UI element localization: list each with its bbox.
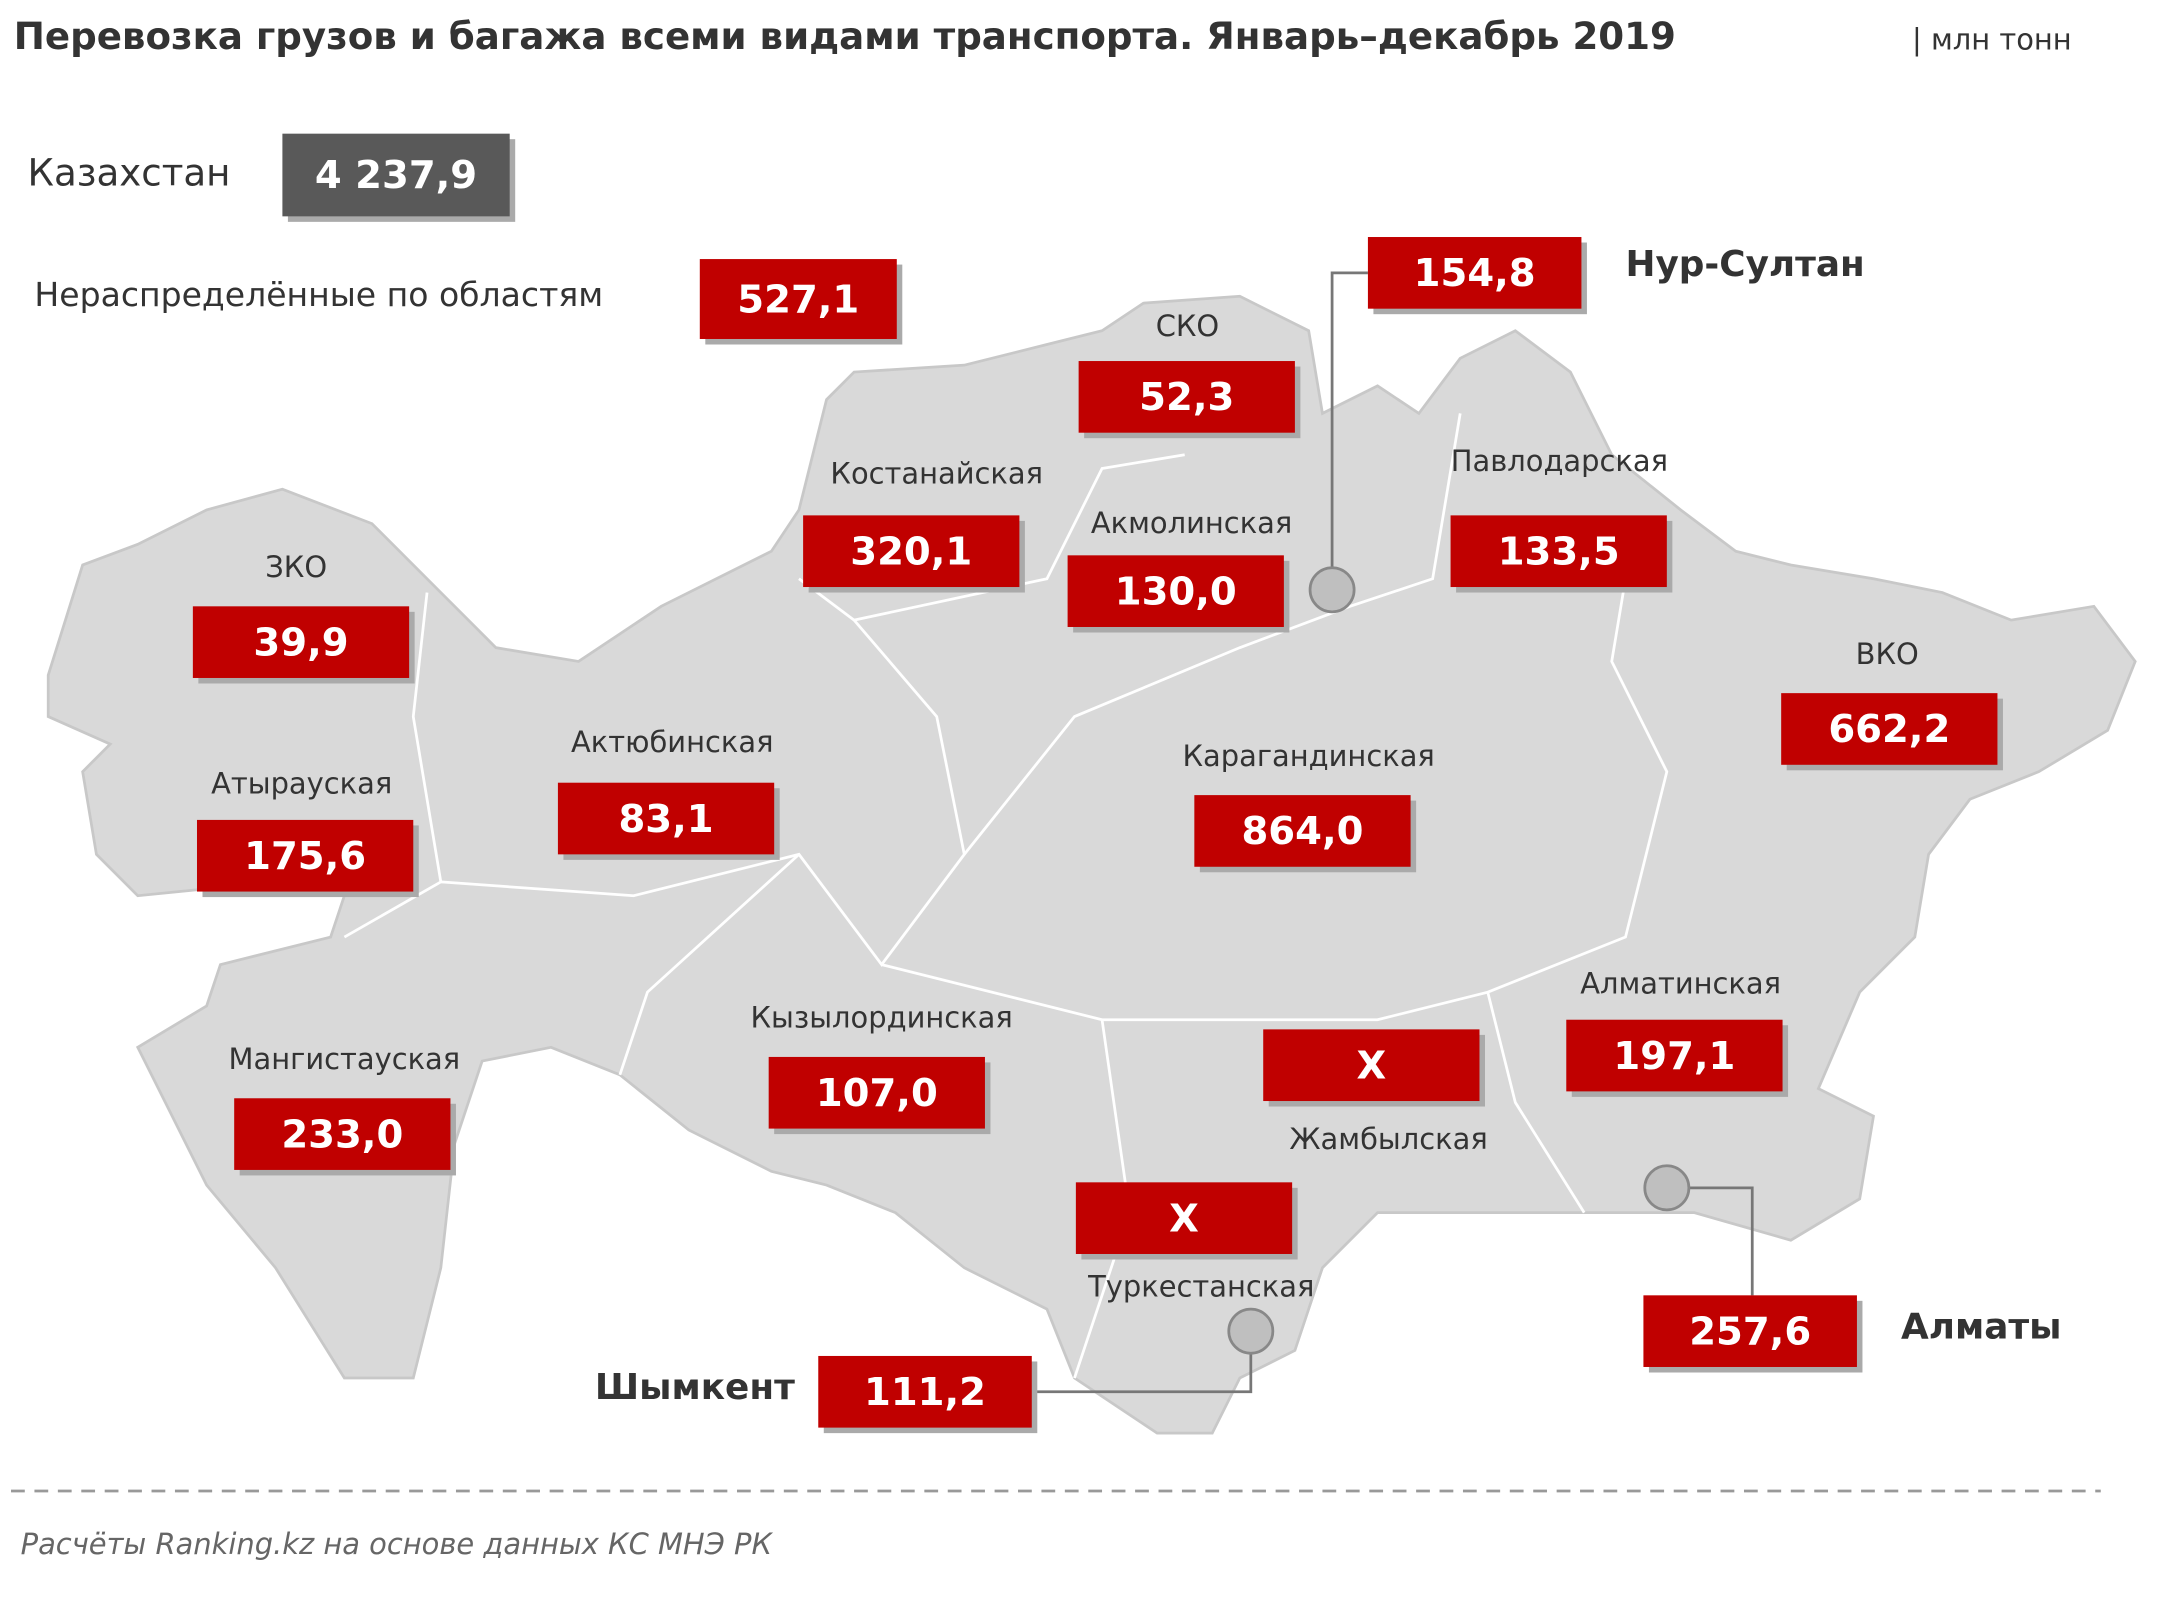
- value: 662,2: [1828, 707, 1950, 752]
- value-box: [699, 259, 897, 339]
- unallocated-label: Нераспределённые по областям: [34, 275, 603, 314]
- leader-line: [1686, 1186, 1754, 1296]
- source: Расчёты Ranking.kz на основе данных КС М…: [21, 1527, 774, 1561]
- value-box: [1566, 1019, 1783, 1092]
- city-name: Алматы: [1901, 1306, 2062, 1347]
- region-name: ВКО: [1856, 637, 1919, 671]
- region-name: Атырауская: [211, 766, 392, 800]
- value-box: [1781, 693, 1998, 765]
- value-box: [234, 1098, 451, 1170]
- region-name: ЗКО: [265, 550, 327, 584]
- value: 864,0: [1241, 809, 1363, 854]
- value-box: [1450, 515, 1667, 588]
- value: 52,3: [1139, 375, 1234, 420]
- value: 527,1: [737, 277, 859, 322]
- value-box: [1194, 795, 1411, 867]
- value: 130,0: [1115, 569, 1237, 614]
- region-name: Костанайская: [830, 456, 1043, 490]
- value: 133,5: [1498, 529, 1620, 574]
- unit: | млн тонн: [1912, 22, 2072, 56]
- value: 197,1: [1613, 1034, 1735, 1079]
- leader-line: [1034, 1350, 1253, 1394]
- value-box: [803, 515, 1020, 588]
- region-name: Туркестанская: [1087, 1269, 1314, 1303]
- value: 320,1: [850, 529, 972, 574]
- region-name: Алматинская: [1580, 966, 1781, 1000]
- value: X: [1356, 1043, 1386, 1088]
- value-box: [557, 782, 775, 855]
- value-box: [768, 1056, 985, 1129]
- title: Перевозка грузов и багажа всеми видами т…: [14, 14, 1676, 58]
- leader-line: [1330, 271, 1368, 572]
- region-name: Кызылординская: [750, 1001, 1012, 1035]
- region-name: Мангистауская: [229, 1042, 461, 1076]
- value: 83,1: [618, 797, 713, 842]
- value-box: [818, 1355, 1032, 1428]
- region-name: Актюбинская: [571, 725, 773, 759]
- value: 175,6: [244, 834, 366, 879]
- city-marker: [1643, 1164, 1691, 1212]
- value: X: [1169, 1196, 1199, 1241]
- value-box: [1643, 1295, 1857, 1367]
- city-marker: [1308, 566, 1356, 614]
- city-name: Нур-Султан: [1626, 244, 1865, 285]
- region-name: Акмолинская: [1091, 506, 1292, 540]
- value: 111,2: [864, 1370, 986, 1415]
- value-box: [192, 606, 410, 678]
- region-name: СКО: [1156, 309, 1219, 343]
- city-name: Шымкент: [595, 1367, 795, 1408]
- region-borders: [343, 413, 1669, 1379]
- value: 39,9: [253, 620, 348, 665]
- value: 257,6: [1689, 1309, 1811, 1354]
- value: 107,0: [816, 1071, 938, 1116]
- value-box: [282, 133, 510, 217]
- value-box: [1263, 1029, 1480, 1102]
- region-name: Павлодарская: [1451, 444, 1668, 478]
- value-box: [1067, 555, 1284, 627]
- value: 233,0: [281, 1112, 403, 1157]
- total-label: Казахстан: [28, 151, 231, 195]
- city-marker: [1227, 1307, 1275, 1355]
- value-box: [196, 819, 414, 892]
- value-box: [1078, 361, 1295, 433]
- value: 154,8: [1414, 251, 1536, 296]
- region-name: Жамбылская: [1289, 1122, 1487, 1156]
- value: 4 237,9: [315, 153, 477, 198]
- value-box: [1075, 1182, 1293, 1254]
- region-name: Карагандинская: [1183, 739, 1435, 773]
- value-box: [1367, 237, 1582, 309]
